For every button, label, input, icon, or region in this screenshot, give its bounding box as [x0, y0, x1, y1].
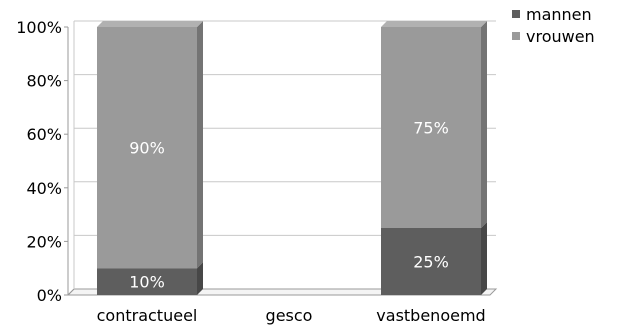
data-label: 25%: [413, 253, 449, 272]
legend-swatch-vrouwen: [512, 32, 520, 40]
x-tick-label: contractueel: [97, 306, 198, 325]
y-tick-label: 40%: [26, 179, 62, 198]
bar-top-vrouwen-vastbenoemd: [381, 21, 487, 27]
y-tick-label: 60%: [26, 125, 62, 144]
y-tick-label: 100%: [16, 18, 62, 37]
x-tick-label: gesco: [266, 306, 313, 325]
y-tick-label: 20%: [26, 232, 62, 251]
data-label: 75%: [413, 119, 449, 138]
data-label: 10%: [129, 273, 165, 292]
legend-label-mannen: mannen: [526, 5, 592, 24]
bar-side-vrouwen-contractueel: [197, 21, 203, 269]
bar-side-mannen-contractueel: [197, 262, 203, 295]
bar-side-mannen-vastbenoemd: [481, 222, 487, 295]
legend-label-vrouwen: vrouwen: [526, 27, 595, 46]
axis-depth-line: [67, 288, 75, 296]
data-label: 90%: [129, 139, 165, 158]
y-tick-label: 80%: [26, 72, 62, 91]
bar-side-vrouwen-vastbenoemd: [481, 21, 487, 228]
y-tick-label: 0%: [37, 286, 62, 305]
bar-segment-mannen-vastbenoemd[interactable]: [381, 228, 481, 295]
bar-segment-vrouwen-contractueel[interactable]: [97, 27, 197, 269]
bar-segment-vrouwen-vastbenoemd[interactable]: [381, 27, 481, 228]
legend-swatch-mannen: [512, 10, 520, 18]
x-tick-label: vastbenoemd: [376, 306, 485, 325]
bar-top-vrouwen-contractueel: [97, 21, 203, 27]
bar-segment-mannen-contractueel[interactable]: [97, 268, 197, 295]
